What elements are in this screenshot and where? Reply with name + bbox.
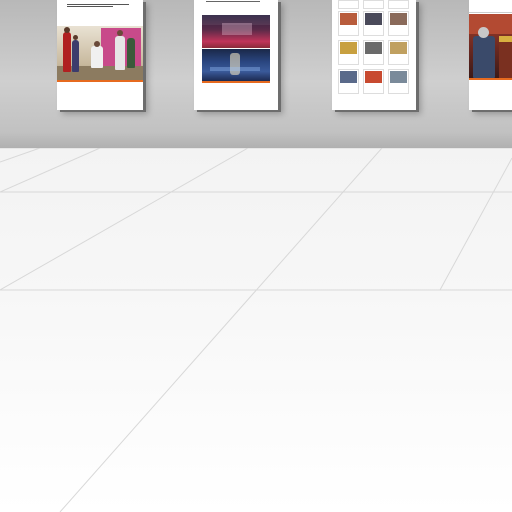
person-head — [64, 27, 70, 33]
news-tile — [338, 69, 359, 94]
panel-2-accent-bar — [202, 81, 270, 83]
news-tile — [388, 0, 409, 9]
panel-2-photo-bottom — [202, 49, 270, 81]
person-head — [94, 41, 100, 47]
wall-shadow — [0, 132, 512, 150]
panel-1-accent-bar — [57, 80, 143, 82]
panel-4-photo — [469, 14, 512, 78]
news-tile — [363, 0, 384, 9]
person-figure — [63, 32, 71, 72]
person-figure — [127, 38, 135, 68]
exhibit-panel-4[interactable] — [469, 0, 512, 110]
news-tile — [388, 69, 409, 94]
person-head — [478, 27, 489, 38]
flowers — [499, 36, 512, 42]
person-head — [73, 35, 78, 40]
caption-line — [67, 6, 113, 7]
caption-line — [206, 1, 260, 2]
exhibit-panel-2[interactable] — [194, 0, 278, 110]
news-tile — [338, 40, 359, 65]
news-tile — [388, 11, 409, 36]
panel-4-accent-bar — [469, 78, 512, 80]
panel-1-photo — [57, 26, 143, 80]
person-figure — [473, 36, 495, 78]
panel-2-photo-top — [202, 15, 270, 48]
person-figure — [91, 46, 103, 68]
person-figure — [115, 36, 125, 70]
panel-4-divider — [469, 12, 512, 13]
news-tile — [388, 40, 409, 65]
podium — [499, 40, 512, 78]
exhibit-panel-1[interactable] — [57, 0, 143, 110]
person-head — [117, 30, 123, 36]
exhibit-panel-3[interactable] — [332, 0, 416, 110]
news-tile — [338, 0, 359, 9]
floor-grid — [0, 148, 512, 512]
gallery-floor[interactable] — [0, 148, 512, 512]
news-tile — [363, 69, 384, 94]
news-tile — [338, 11, 359, 36]
news-tile — [363, 40, 384, 65]
caption-line — [67, 4, 129, 5]
person-figure — [72, 40, 79, 72]
news-tile — [363, 11, 384, 36]
